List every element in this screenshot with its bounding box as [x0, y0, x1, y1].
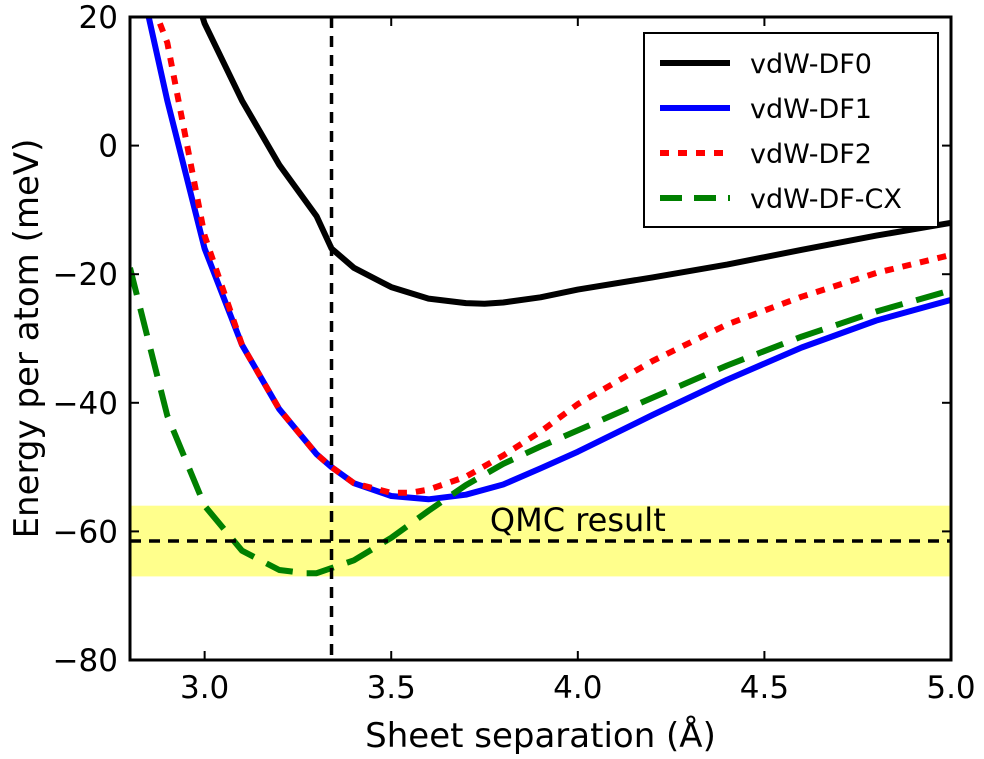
plot-frame — [128, 15, 953, 662]
legend-label: vdW-DF2 — [750, 139, 872, 170]
y-axis-label: Energy per atom (meV) — [7, 139, 47, 539]
series-line-vdw-df2 — [157, 22, 951, 496]
y-tick-label: 20 — [79, 0, 118, 36]
x-tick-label: 5.0 — [926, 670, 975, 706]
legend-label: vdW-DF-CX — [750, 184, 902, 215]
legend: vdW-DF0 vdW-DF1 vdW-DF2 vdW-DF-CX — [643, 32, 939, 228]
x-tick-label: 3.0 — [180, 670, 229, 706]
qmc-result-annotation: QMC result — [490, 501, 666, 539]
x-tick-label: 4.0 — [553, 670, 602, 706]
x-tick-label: 4.5 — [740, 670, 789, 706]
series-line-vdw-df0 — [199, 17, 951, 307]
y-tick-label: −80 — [53, 643, 118, 679]
y-tick-label: 0 — [98, 129, 118, 165]
y-tick-label: −20 — [53, 257, 118, 293]
y-tick-label: −60 — [53, 514, 118, 550]
legend-label: vdW-DF0 — [750, 49, 872, 80]
x-axis-label: Sheet separation (Å) — [365, 715, 716, 756]
y-tick-label: −40 — [53, 386, 118, 422]
legend-label: vdW-DF1 — [750, 94, 872, 125]
x-tick-label: 3.5 — [367, 670, 416, 706]
series-line-vdw-df-cx — [130, 267, 951, 577]
